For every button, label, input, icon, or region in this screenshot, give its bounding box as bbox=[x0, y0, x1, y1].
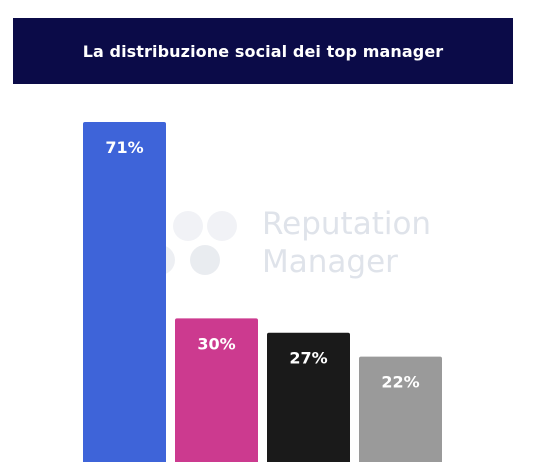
bar-3 bbox=[267, 332, 350, 462]
bar-1 bbox=[83, 122, 166, 462]
bar-value-label-4: 22% bbox=[381, 373, 419, 392]
chart-title: La distribuzione social dei top manager bbox=[82, 41, 444, 61]
bar-2 bbox=[175, 318, 258, 462]
bar-4 bbox=[359, 356, 442, 462]
bar-value-label-1: 71% bbox=[105, 138, 143, 157]
watermark-logo-dot-3 bbox=[207, 211, 237, 241]
watermark-text-line1: Reputation bbox=[262, 206, 431, 242]
bar-value-label-2: 30% bbox=[197, 334, 235, 353]
watermark-text-line2: Manager bbox=[262, 244, 398, 280]
title-banner: La distribuzione social dei top manager bbox=[13, 18, 513, 84]
bars-group: 71% 30% 27% 22% bbox=[83, 122, 442, 462]
watermark-logo-dot-4 bbox=[190, 245, 220, 275]
bar-value-label-3: 27% bbox=[289, 349, 327, 368]
watermark-logo-dot-2 bbox=[173, 211, 203, 241]
